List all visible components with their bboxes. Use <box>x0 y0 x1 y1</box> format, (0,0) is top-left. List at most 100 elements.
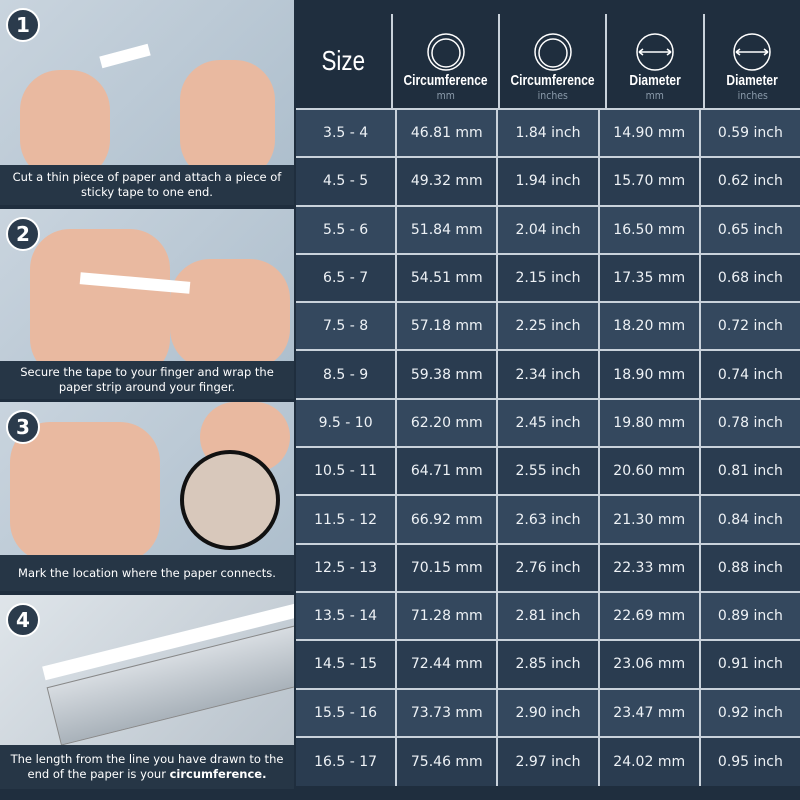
ring-size-table: Size Circumference mm Circumference inches… <box>296 14 800 787</box>
instructions-panel: 1 Cut a thin piece of paper and attach a… <box>0 0 294 800</box>
step-3-photo <box>0 402 294 555</box>
table-cell: 0.81 inch <box>698 448 800 495</box>
table-row: 14.5 - 15 72.44 mm 2.85 inch 23.06 mm 0.91 i… <box>296 641 800 690</box>
table-cell: 0.84 inch <box>698 496 800 543</box>
table-cell: 1.84 inch <box>496 110 597 157</box>
table-cell: 0.89 inch <box>698 592 800 640</box>
table-cell: 2.90 inch <box>496 689 597 736</box>
table-cell: 20.60 mm <box>597 448 699 495</box>
ring-circumference-icon <box>534 33 572 71</box>
table-cell: 2.63 inch <box>496 496 597 543</box>
table-row: 9.5 - 10 62.20 mm 2.45 inch 19.80 mm 0.78 in… <box>296 399 800 449</box>
table-cell: 54.51 mm <box>395 254 496 302</box>
table-cell: 0.92 inch <box>698 689 800 736</box>
header-circumference-inches: Circumference inches <box>498 14 605 108</box>
table-cell: 0.74 inch <box>698 351 800 398</box>
table-cell: 1.94 inch <box>496 158 597 205</box>
header-size: Size <box>321 45 366 76</box>
table-cell: 2.81 inch <box>496 592 597 640</box>
table-cell: 0.65 inch <box>698 206 800 253</box>
table-row: 12.5 - 13 70.15 mm 2.76 inch 22.33 mm 0.88 i… <box>296 544 800 593</box>
table-row: 4.5 - 5 49.32 mm 1.94 inch 15.70 mm 0.62 inc… <box>296 158 800 207</box>
table-cell: 6.5 - 7 <box>323 270 369 287</box>
table-cell: 66.92 mm <box>395 496 496 543</box>
table-cell: 62.20 mm <box>395 399 496 447</box>
table-cell: 13.5 - 14 <box>314 608 378 625</box>
table-cell: 15.5 - 16 <box>314 704 378 721</box>
table-cell: 12.5 - 13 <box>314 559 378 576</box>
table-row: 13.5 - 14 71.28 mm 2.81 inch 22.69 mm 0.89 i… <box>296 592 800 642</box>
step-number-badge: 2 <box>6 217 40 251</box>
table-row: 15.5 - 16 73.73 mm 2.90 inch 23.47 mm 0.92 i… <box>296 689 800 738</box>
table-cell: 5.5 - 6 <box>323 221 369 238</box>
table-row: 16.5 - 17 75.46 mm 2.97 inch 24.02 mm 0.95 i… <box>296 737 800 787</box>
table-cell: 0.95 inch <box>698 737 800 787</box>
table-cell: 0.62 inch <box>698 158 800 205</box>
table-cell: 51.84 mm <box>395 206 496 253</box>
table-cell: 2.76 inch <box>496 544 597 591</box>
table-cell: 24.02 mm <box>597 737 699 787</box>
table-cell: 9.5 - 10 <box>318 414 373 431</box>
step-1-photo <box>0 0 294 165</box>
table-row: 8.5 - 9 59.38 mm 2.34 inch 18.90 mm 0.74 inc… <box>296 351 800 400</box>
table-cell: 0.78 inch <box>698 399 800 447</box>
table-row: 11.5 - 12 66.92 mm 2.63 inch 21.30 mm 0.84 i… <box>296 496 800 545</box>
table-row: 6.5 - 7 54.51 mm 2.15 inch 17.35 mm 0.68 inc… <box>296 254 800 304</box>
step-caption: The length from the line you have drawn … <box>0 745 294 789</box>
table-cell: 2.34 inch <box>496 351 597 398</box>
table-row: 10.5 - 11 64.71 mm 2.55 inch 20.60 mm 0.81 i… <box>296 448 800 497</box>
table-cell: 21.30 mm <box>597 496 699 543</box>
table-cell: 11.5 - 12 <box>314 511 378 528</box>
table-header: Size Circumference mm Circumference inches… <box>296 14 800 110</box>
table-cell: 23.06 mm <box>597 641 699 688</box>
step-number-badge: 4 <box>6 603 40 637</box>
table-cell: 49.32 mm <box>395 158 496 205</box>
table-cell: 15.70 mm <box>597 158 699 205</box>
table-cell: 2.15 inch <box>496 254 597 302</box>
table-cell: 16.5 - 17 <box>314 754 378 770</box>
table-row: 7.5 - 8 57.18 mm 2.25 inch 18.20 mm 0.72 inc… <box>296 303 800 352</box>
header-diameter-inches: Diameter inches <box>702 14 800 108</box>
table-cell: 0.72 inch <box>698 303 800 350</box>
table-cell: 18.20 mm <box>597 303 699 350</box>
table-cell: 22.69 mm <box>597 592 699 640</box>
table-cell: 2.97 inch <box>496 737 597 787</box>
table-row: 3.5 - 4 46.81 mm 1.84 inch 14.90 mm 0.59 inc… <box>296 110 800 159</box>
table-cell: 70.15 mm <box>395 544 496 591</box>
table-cell: 71.28 mm <box>395 592 496 640</box>
step-number-badge: 1 <box>6 8 40 42</box>
table-cell: 3.5 - 4 <box>323 125 369 142</box>
table-cell: 10.5 - 11 <box>314 463 378 480</box>
step-2-photo <box>0 209 294 361</box>
table-cell: 2.04 inch <box>496 206 597 253</box>
table-cell: 64.71 mm <box>395 448 496 495</box>
table-cell: 14.90 mm <box>597 110 699 157</box>
table-cell: 72.44 mm <box>395 641 496 688</box>
table-cell: 18.90 mm <box>597 351 699 398</box>
table-cell: 2.45 inch <box>496 399 597 447</box>
header-circumference-mm: Circumference mm <box>391 14 498 108</box>
table-cell: 17.35 mm <box>597 254 699 302</box>
step-caption: Mark the location where the paper connec… <box>0 555 294 591</box>
table-cell: 7.5 - 8 <box>323 318 369 335</box>
table-cell: 0.91 inch <box>698 641 800 688</box>
table-cell: 59.38 mm <box>395 351 496 398</box>
table-cell: 0.68 inch <box>698 254 800 302</box>
ring-circumference-icon <box>427 33 465 71</box>
table-cell: 0.59 inch <box>698 110 800 157</box>
table-cell: 75.46 mm <box>395 737 496 787</box>
table-row: 5.5 - 6 51.84 mm 2.04 inch 16.50 mm 0.65 inc… <box>296 206 800 255</box>
table-cell: 2.85 inch <box>496 641 597 688</box>
table-cell: 0.88 inch <box>698 544 800 591</box>
table-cell: 46.81 mm <box>395 110 496 157</box>
table-cell: 73.73 mm <box>395 689 496 736</box>
table-cell: 23.47 mm <box>597 689 699 736</box>
table-cell: 2.55 inch <box>496 448 597 495</box>
step-number-badge: 3 <box>6 410 40 444</box>
step-caption: Secure the tape to your finger and wrap … <box>0 361 294 399</box>
table-cell: 57.18 mm <box>395 303 496 350</box>
table-cell: 4.5 - 5 <box>323 173 369 190</box>
table-cell: 14.5 - 15 <box>314 656 378 673</box>
table-body: 3.5 - 4 46.81 mm 1.84 inch 14.90 mm 0.59 inc… <box>296 110 800 787</box>
header-diameter-mm: Diameter mm <box>605 14 702 108</box>
